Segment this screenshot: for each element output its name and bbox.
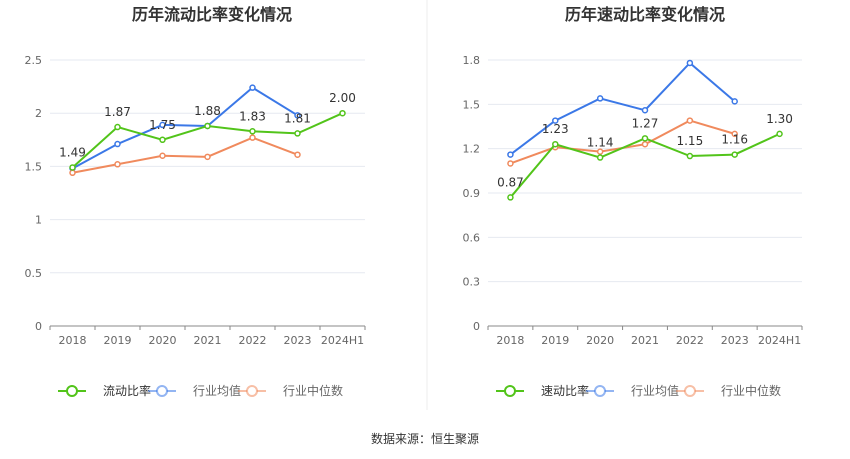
data-point-primary [776, 130, 783, 138]
y-tick-label: 0 [473, 320, 480, 333]
series-line-median [72, 136, 298, 174]
y-tick-label: 0.3 [463, 276, 481, 289]
data-point-primary [204, 122, 211, 130]
x-tick-label: 2024H1 [321, 334, 364, 347]
x-tick-label: 2023 [284, 334, 312, 347]
data-label: 1.16 [721, 133, 748, 147]
data-point-median [641, 140, 649, 148]
x-tick-label: 2019 [541, 334, 569, 347]
legend-label-average: 行业均值 [193, 383, 241, 398]
data-point-average [507, 151, 514, 158]
x-tick-label: 2021 [631, 334, 659, 347]
data-label: 1.23 [542, 122, 569, 136]
x-tick-label: 2023 [721, 334, 749, 347]
data-point-median [204, 153, 211, 161]
y-tick-label: 1.5 [463, 98, 481, 111]
y-tick-label: 1.2 [463, 143, 481, 156]
legend-label-median: 行业中位数 [721, 383, 781, 398]
x-tick-label: 2021 [194, 334, 222, 347]
data-point-average [552, 117, 559, 124]
data-label: 0.87 [497, 175, 524, 189]
chart-title: 历年速动比率变化情况 [565, 5, 725, 24]
data-point-average [641, 106, 649, 114]
y-tick-label: 2.5 [25, 54, 43, 67]
data-point-primary [69, 164, 76, 171]
data-point-median [114, 161, 121, 168]
data-label: 1.87 [104, 105, 131, 119]
legend-marker-average [156, 385, 168, 397]
data-point-median [159, 152, 166, 160]
data-point-average [731, 98, 738, 105]
data-point-median [294, 151, 301, 158]
y-tick-label: 0.9 [463, 187, 481, 200]
legend-marker-median [246, 385, 258, 397]
current-ratio-chart: 历年流动比率变化情况 0 0.5 1 1.5 2 2.5 2018 2019 2020 2021 20… [25, 5, 366, 398]
data-source-note: 数据来源：恒生聚源 [370, 432, 479, 446]
data-label: 2.00 [329, 91, 356, 105]
data-label: 1.27 [632, 116, 659, 130]
data-point-primary [596, 154, 604, 161]
data-point-average [249, 84, 256, 91]
data-point-average [686, 59, 694, 67]
data-point-median [596, 148, 604, 155]
data-label: 1.88 [194, 104, 221, 118]
legend-label-average: 行业均值 [631, 383, 679, 398]
data-point-median [686, 117, 694, 124]
x-tick-label: 2018 [59, 334, 87, 347]
data-point-primary [159, 136, 166, 144]
data-point-primary [686, 152, 694, 160]
x-tick-label: 2020 [586, 334, 614, 347]
data-label: 1.75 [149, 118, 176, 132]
x-tick-label: 2022 [676, 334, 704, 347]
legend-marker-primary [66, 385, 78, 397]
data-point-median [69, 169, 76, 177]
x-tick-label: 2020 [149, 334, 177, 347]
y-tick-label: 0 [35, 320, 42, 333]
data-point-primary [114, 123, 121, 131]
legend-label-primary: 流动比率 [103, 383, 151, 398]
data-point-primary [641, 135, 649, 142]
data-point-median [731, 130, 738, 138]
legend-label-median: 行业中位数 [283, 383, 343, 398]
x-tick-label: 2018 [496, 334, 524, 347]
x-tick-label: 2019 [104, 334, 132, 347]
data-point-average [596, 95, 604, 102]
data-point-primary [294, 130, 301, 137]
series-line-average [509, 61, 736, 156]
y-tick-label: 2 [35, 107, 42, 120]
data-point-primary [731, 151, 738, 158]
data-point-primary [552, 140, 559, 148]
chart-title: 历年流动比率变化情况 [132, 5, 292, 24]
data-label: 1.49 [59, 145, 86, 159]
y-tick-label: 0.5 [25, 267, 43, 280]
x-tick-label: 2024H1 [758, 334, 801, 347]
y-tick-label: 1.5 [25, 160, 43, 173]
data-label: 1.30 [766, 112, 793, 126]
legend-marker-median [684, 385, 696, 397]
data-point-median [507, 160, 514, 167]
data-point-primary [507, 194, 514, 201]
data-label: 1.83 [239, 109, 266, 123]
legend-marker-average [594, 385, 606, 397]
series-line-average [72, 86, 299, 170]
data-point-average [114, 140, 121, 148]
legend-marker-primary [504, 385, 516, 397]
x-tick-label: 2022 [239, 334, 267, 347]
data-point-median [249, 134, 256, 141]
y-tick-label: 1 [35, 214, 42, 227]
data-point-primary [339, 109, 346, 117]
data-point-average [294, 112, 301, 119]
data-point-primary [249, 128, 256, 135]
data-point-average [159, 121, 166, 129]
quick-ratio-chart: 历年速动比率变化情况 0 0.3 0.6 0.9 1.2 1.5 1.8 2018 2019 202… [463, 5, 803, 398]
data-label: 1.14 [587, 136, 614, 150]
legend-label-primary: 速动比率 [541, 383, 589, 398]
y-tick-label: 0.6 [463, 231, 481, 244]
data-label: 1.15 [676, 134, 703, 148]
data-label: 1.81 [284, 111, 311, 125]
y-tick-label: 1.8 [463, 54, 481, 67]
